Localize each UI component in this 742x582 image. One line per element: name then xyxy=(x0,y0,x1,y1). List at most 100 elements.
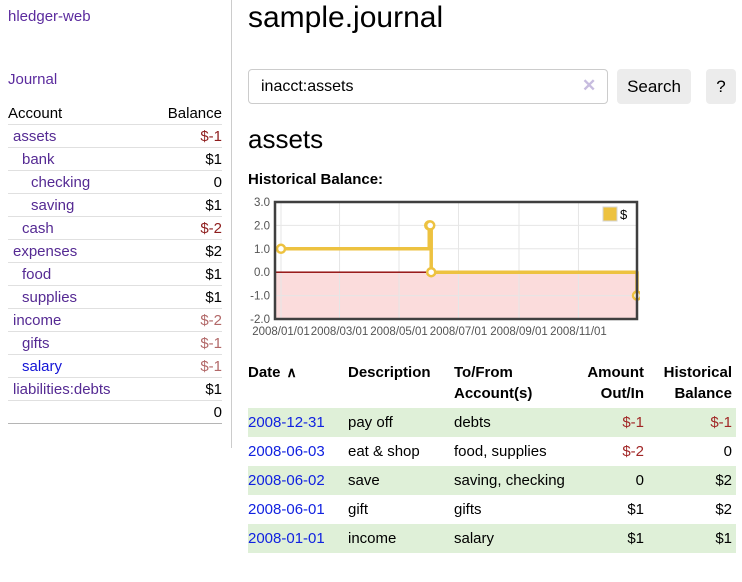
account-row: liabilities:debts $1 xyxy=(8,377,222,401)
register-header-date-label: Date xyxy=(248,364,281,381)
account-link-liabilities-debts[interactable]: liabilities:debts xyxy=(13,381,111,398)
account-balance: $-2 xyxy=(147,216,222,240)
search-bar: ✕ Search ? xyxy=(248,69,742,104)
svg-text:$: $ xyxy=(620,207,628,222)
register-cell-balance: $-1 xyxy=(710,414,732,431)
sidebar-item-journal[interactable]: Journal xyxy=(8,71,58,88)
register-cell-balance: $1 xyxy=(715,530,732,547)
sidebar: hledger-web Journal Account Balance asse… xyxy=(0,0,232,448)
svg-text:2008/03/01: 2008/03/01 xyxy=(311,326,369,338)
account-balance: $-1 xyxy=(147,124,222,148)
account-row: supplies $1 xyxy=(8,285,222,309)
svg-text:2.0: 2.0 xyxy=(254,220,270,232)
account-row: assets $-1 xyxy=(8,124,222,148)
svg-text:1.0: 1.0 xyxy=(254,244,270,256)
transaction-date-link[interactable]: 2008-06-01 xyxy=(248,501,325,518)
register-cell-description: income xyxy=(348,530,397,547)
accounts-table: Account Balance assets $-1 bank $1 checking 0… xyxy=(8,102,222,424)
svg-text:3.0: 3.0 xyxy=(254,197,270,209)
svg-text:0.0: 0.0 xyxy=(254,267,270,279)
account-balance: $1 xyxy=(147,377,222,401)
svg-text:2008/11/01: 2008/11/01 xyxy=(550,326,607,338)
help-button[interactable]: ? xyxy=(706,69,736,104)
transaction-date-link[interactable]: 2008-01-01 xyxy=(248,530,325,547)
register-cell-accounts: salary xyxy=(454,530,495,547)
account-link-checking[interactable]: checking xyxy=(31,174,91,191)
account-balance: $2 xyxy=(147,239,222,263)
account-row: saving $1 xyxy=(8,193,222,217)
account-balance: $-1 xyxy=(147,331,222,355)
register-cell-date: 2008-06-03 xyxy=(248,437,348,466)
account-balance: 0 xyxy=(147,170,222,194)
transaction-date-link[interactable]: 2008-06-02 xyxy=(248,472,325,489)
app-brand-link[interactable]: hledger-web xyxy=(8,8,91,25)
account-link-gifts[interactable]: gifts xyxy=(22,335,50,352)
historical-balance-chart: $3.0 2.0 1.0 0.0 -1.0 -2.0 2008/01/01 2008/03/0… xyxy=(240,196,643,346)
register-table: Date ∧ Description To/From Account(s) Amo… xyxy=(248,358,736,553)
register-header-row: Date ∧ Description To/From Account(s) Amo… xyxy=(248,358,736,408)
svg-text:2008/01/01: 2008/01/01 xyxy=(252,326,310,338)
clear-search-icon[interactable]: ✕ xyxy=(582,76,597,95)
account-balance: $-1 xyxy=(147,354,222,378)
account-link-assets[interactable]: assets xyxy=(13,128,57,145)
account-link-saving[interactable]: saving xyxy=(31,197,75,214)
account-row: gifts $-1 xyxy=(8,331,222,355)
register-cell-amount: $-1 xyxy=(622,414,644,431)
accounts-header-balance: Balance xyxy=(147,102,222,125)
svg-text:2008/05/01: 2008/05/01 xyxy=(370,326,428,338)
account-heading: assets xyxy=(248,124,324,154)
main-content: sample.journal ✕ Search ? assets Histori… xyxy=(248,0,742,582)
register-cell-date: 2008-12-31 xyxy=(248,408,348,437)
account-balance: $1 xyxy=(147,193,222,217)
account-link-expenses[interactable]: expenses xyxy=(13,243,78,260)
register-row: 2008-06-03 eat & shop food, supplies $-2 0 xyxy=(248,437,736,466)
register-cell-date: 2008-06-01 xyxy=(248,495,348,524)
accounts-total-row: 0 xyxy=(8,400,222,424)
account-row: cash $-2 xyxy=(8,216,222,240)
account-link-cash[interactable]: cash xyxy=(22,220,54,237)
register-cell-amount: $-2 xyxy=(622,443,644,460)
register-cell-amount: $1 xyxy=(627,530,644,547)
svg-text:2008/07/01: 2008/07/01 xyxy=(430,326,488,338)
account-link-salary[interactable]: salary xyxy=(22,358,63,375)
account-balance: $1 xyxy=(147,285,222,309)
register-header-description: Description xyxy=(348,364,431,381)
account-row: bank $1 xyxy=(8,147,222,171)
register-cell-description: pay off xyxy=(348,414,393,431)
register-cell-description: eat & shop xyxy=(348,443,420,460)
register-cell-description: save xyxy=(348,472,380,489)
account-link-food[interactable]: food xyxy=(22,266,52,283)
account-balance: $1 xyxy=(147,147,222,171)
register-cell-accounts: saving, checking xyxy=(454,472,565,489)
account-link-income[interactable]: income xyxy=(13,312,62,329)
register-cell-accounts: gifts xyxy=(454,501,482,518)
account-row: food $1 xyxy=(8,262,222,286)
register-row: 2008-06-02 save saving, checking 0 $2 xyxy=(248,466,736,495)
accounts-total-value: 0 xyxy=(8,400,222,424)
register-row: 2008-01-01 income salary $1 $1 xyxy=(248,524,736,553)
sort-ascending-icon: ∧ xyxy=(286,364,297,380)
register-cell-amount: 0 xyxy=(635,472,644,489)
page-title: sample.journal xyxy=(248,1,444,34)
register-cell-amount: $1 xyxy=(627,501,644,518)
chart-heading: Historical Balance: xyxy=(248,171,384,188)
search-input[interactable] xyxy=(248,69,608,104)
account-link-bank[interactable]: bank xyxy=(22,151,55,168)
svg-text:2008/09/01: 2008/09/01 xyxy=(490,326,548,338)
account-link-supplies[interactable]: supplies xyxy=(22,289,78,306)
accounts-table-header: Account Balance xyxy=(8,102,222,125)
register-cell-date: 2008-01-01 xyxy=(248,524,348,553)
svg-text:-1.0: -1.0 xyxy=(250,291,270,303)
register-cell-balance: $2 xyxy=(715,472,732,489)
register-header-accounts: To/From Account(s) xyxy=(454,364,533,402)
register-row: 2008-06-01 gift gifts $1 $2 xyxy=(248,495,736,524)
accounts-header-account: Account xyxy=(8,102,148,125)
search-button[interactable]: Search xyxy=(617,69,691,104)
register-cell-balance: 0 xyxy=(723,443,732,460)
account-row: income $-2 xyxy=(8,308,222,332)
register-header-date[interactable]: Date ∧ xyxy=(248,358,348,408)
transaction-date-link[interactable]: 2008-06-03 xyxy=(248,443,325,460)
register-cell-date: 2008-06-02 xyxy=(248,466,348,495)
transaction-date-link[interactable]: 2008-12-31 xyxy=(248,414,325,431)
